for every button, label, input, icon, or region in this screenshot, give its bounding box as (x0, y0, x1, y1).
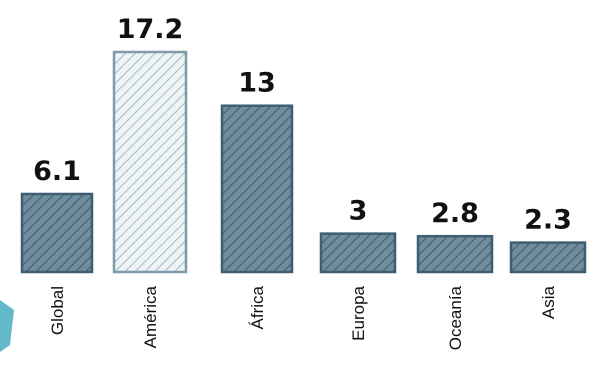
category-label-africa: África (248, 285, 267, 329)
category-label-asia: Asia (539, 285, 558, 319)
value-label-europa: 3 (349, 196, 368, 227)
value-label-oceania: 2.8 (431, 198, 479, 229)
value-label-africa: 13 (238, 68, 276, 99)
category-label-global: Global (48, 286, 67, 335)
decorative-teal-shape (0, 300, 14, 352)
value-label-asia: 2.3 (524, 205, 572, 236)
value-labels-layer: 6.1 17.2 13 3 2.8 2.3 (33, 14, 572, 236)
category-labels-layer: Global América África Europa Oceanía Asia (48, 285, 558, 350)
bar-america (112, 50, 188, 274)
value-label-global: 6.1 (33, 156, 81, 187)
bars-layer (20, 50, 587, 274)
bar-africa (220, 104, 294, 274)
value-label-america: 17.2 (117, 14, 184, 45)
category-label-europa: Europa (349, 285, 368, 340)
category-label-america: América (141, 285, 160, 348)
category-label-oceania: Oceanía (446, 285, 465, 350)
bar-oceania (416, 234, 494, 274)
bar-europa (319, 232, 397, 274)
bar-asia (509, 241, 587, 274)
bar-global (20, 192, 94, 274)
